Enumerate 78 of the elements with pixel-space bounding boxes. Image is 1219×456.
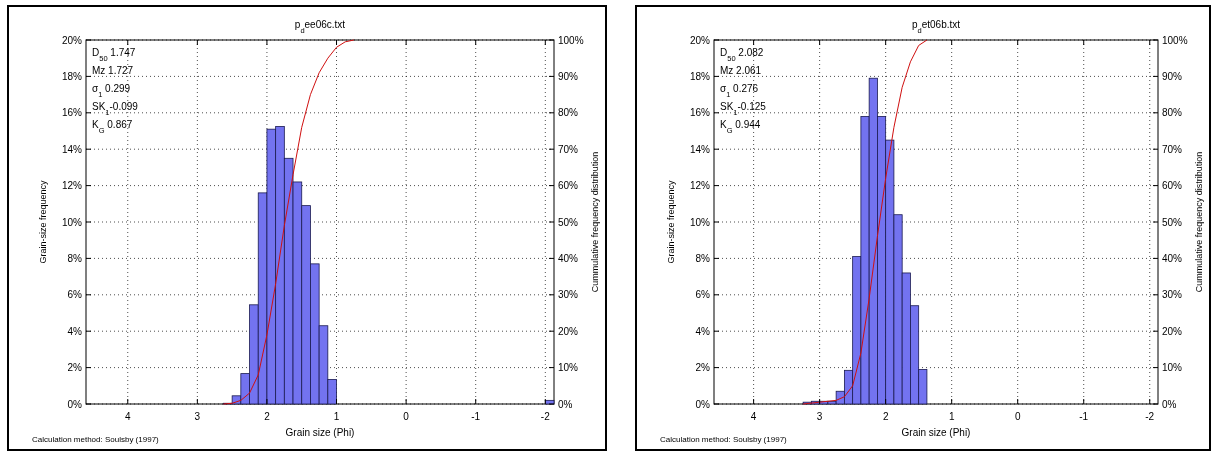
annotation: SK$_{1}$-0.125 [720,101,767,117]
annotation: D$_{50}$ 1.747 [92,47,136,63]
chart-title: p$_{d}$et06b.txt [911,19,961,35]
x-tick-label: 4 [124,411,131,422]
y-tick-label: 6% [695,289,711,301]
y-tick-label: 2% [67,362,83,374]
y2-tick-label: 60% [1162,180,1183,192]
y2-tick-label: 30% [1162,289,1183,301]
x-tick-label: -2 [1145,411,1155,422]
y2-tick-label: 40% [558,252,579,264]
y-tick-label: 14% [61,143,83,155]
y2-tick-label: 30% [558,289,579,301]
y2-tick-label: 100% [1162,34,1188,46]
y-tick-label: 6% [67,289,83,301]
y2-tick-label: 0% [1162,398,1177,410]
y2-tick-label: 90% [1162,70,1183,82]
text: Calculation method: Soulsby (1997) [660,435,788,444]
annotation: σ$_{1}$ 0.276 [720,83,759,99]
x-tick-label: -2 [540,411,551,422]
x-tick-label: 4 [750,411,757,422]
y-tick-label: 8% [695,252,711,264]
y-tick-label: 12% [61,180,83,192]
y2-tick-label: 90% [558,70,579,82]
x-tick-label: -1 [1079,411,1089,422]
text: Calculation method: Soulsby (1997) [32,435,160,444]
y-tick-label: 18% [689,70,711,82]
y-tick-label: 10% [689,216,711,228]
y-tick-label: 14% [689,143,711,155]
annotation: K$_{G}$ 0.867 [92,119,133,135]
annotation: Mz 1.727 [92,65,134,76]
y-tick-label: 0% [67,398,83,410]
y2-tick-label: 40% [1162,252,1183,264]
y-tick-label: 2% [695,362,711,374]
x-tick-label: 2 [882,411,889,422]
annotation: Mz 2.061 [720,65,762,76]
y-tick-label: 0% [695,398,711,410]
y2-tick-label: 10% [1162,362,1183,374]
y-tick-label: 12% [689,180,711,192]
y-tick-label: 18% [61,70,83,82]
y2-tick-label: 60% [558,180,579,192]
y2-tick-label: 20% [1162,325,1183,337]
y2-tick-label: 50% [558,216,579,228]
x-tick-label: 1 [333,411,340,422]
y-tick-label: 4% [67,325,83,337]
x-tick-label: 0 [403,411,410,422]
y-tick-label: 20% [61,34,83,46]
y2-tick-label: 80% [558,107,579,119]
y2-tick-label: 50% [1162,216,1183,228]
x-tick-label: 0 [1014,411,1021,422]
x-tick-label: -1 [471,411,481,422]
annotation: SK$_{1}$-0.099 [92,101,139,117]
x-tick-label: 1 [948,411,955,422]
y2-tick-label: 70% [1162,143,1183,155]
y-axis-title: Grain-size frequency [38,179,48,264]
y2-tick-label: 10% [558,362,579,374]
y2-axis-title: Cummulative frequency distribution [1194,151,1204,293]
y-tick-label: 20% [689,34,711,46]
x-tick-label: 3 [194,411,201,422]
y2-tick-label: 0% [558,398,573,410]
annotation: σ$_{1}$ 0.299 [92,83,131,99]
chart-title: p$_{d}$ee06c.txt [294,19,346,35]
y-axis-title: Grain-size frequency [666,179,676,264]
y2-tick-label: 20% [558,325,579,337]
x-tick-label: 2 [264,411,271,422]
y-tick-label: 8% [67,252,83,264]
y-tick-label: 10% [61,216,83,228]
annotation: K$_{G}$ 0.944 [720,119,761,135]
y-tick-label: 4% [695,325,711,337]
y-tick-label: 16% [689,107,711,119]
x-axis-title: Grain size (Phi) [285,427,355,438]
x-axis-title: Grain size (Phi) [901,427,971,438]
y2-tick-label: 70% [558,143,579,155]
annotation: D$_{50}$ 2.082 [720,47,764,63]
x-tick-label: 3 [816,411,823,422]
y-tick-label: 16% [61,107,83,119]
y2-tick-label: 80% [1162,107,1183,119]
y2-tick-label: 100% [558,34,584,46]
y2-axis-title: Cummulative frequency distribution [590,151,600,293]
